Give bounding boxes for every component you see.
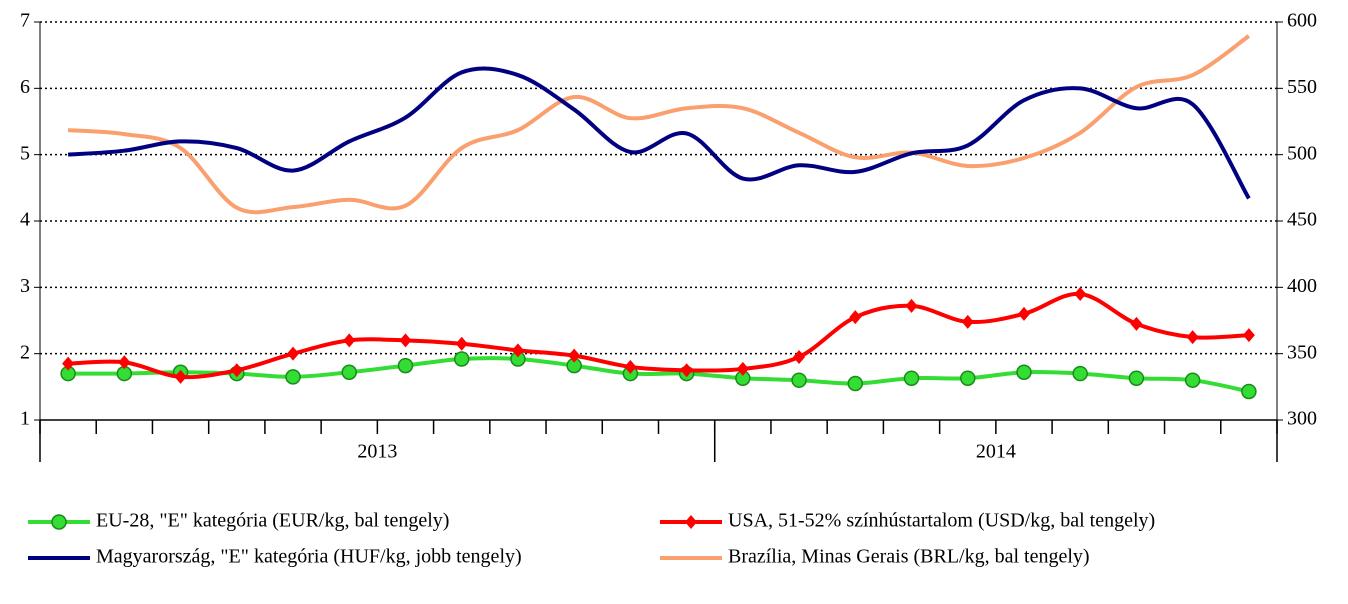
data-point: [736, 361, 749, 376]
data-point: [903, 370, 920, 386]
legend-marker: [685, 515, 697, 529]
y-tick-label: 3: [20, 275, 30, 297]
y-tick-label: 7: [20, 10, 30, 32]
data-point: [1072, 365, 1088, 382]
y-tick-label: 1: [20, 408, 30, 430]
series-line: [68, 291, 1249, 380]
data-point: [341, 364, 357, 380]
y-tick-label: 5: [20, 142, 30, 164]
data-point: [62, 356, 75, 371]
data-point: [680, 363, 693, 378]
data-point: [455, 336, 468, 351]
data-point: [568, 348, 581, 363]
data-point: [285, 369, 301, 385]
series-line: [67, 66, 1251, 200]
y-tick-label: 4: [20, 209, 30, 231]
data-point: [1241, 383, 1257, 400]
legend-marker: [51, 514, 67, 530]
y-tick-label: 2: [20, 341, 30, 363]
y2-tick-label: 300: [1287, 408, 1317, 430]
data-point: [1242, 328, 1255, 343]
legend-label: Magyarország, "E" kategória (HUF/kg, job…: [96, 546, 522, 568]
data-point: [849, 310, 862, 325]
data-point: [1074, 286, 1087, 301]
data-point: [397, 357, 414, 374]
year-label: 2014: [976, 441, 1016, 463]
data-point: [174, 369, 187, 384]
y2-tick-label: 500: [1287, 142, 1317, 164]
y2-tick-label: 350: [1287, 341, 1317, 363]
data-point: [847, 375, 864, 392]
series-line: [67, 34, 1251, 215]
data-point: [624, 359, 637, 374]
data-point: [118, 355, 131, 370]
y2-tick-label: 400: [1287, 275, 1317, 297]
legend-label: USA, 51-52% színhústartalom (USD/kg, bal…: [728, 510, 1155, 532]
year-label: 2013: [357, 441, 397, 463]
data-point: [1128, 370, 1145, 386]
data-point: [1130, 316, 1143, 331]
data-point: [287, 346, 300, 361]
y2-tick-label: 550: [1287, 76, 1317, 98]
data-point: [961, 314, 974, 329]
data-point: [791, 372, 807, 388]
data-point: [793, 349, 806, 364]
y2-tick-label: 600: [1287, 10, 1317, 32]
data-point: [343, 333, 356, 348]
data-point: [453, 351, 470, 367]
data-point: [1186, 330, 1199, 345]
data-point: [511, 343, 524, 358]
y2-tick-label: 450: [1287, 209, 1317, 231]
series-line: [68, 356, 1250, 394]
data-point: [1017, 306, 1030, 321]
data-point: [905, 298, 918, 313]
legend-label: Brazília, Minas Gerais (BRL/kg, bal teng…: [728, 546, 1090, 568]
data-point: [230, 363, 243, 378]
y-tick-label: 6: [20, 76, 30, 98]
data-point: [960, 370, 976, 386]
data-point: [1016, 364, 1032, 380]
data-point: [399, 333, 412, 348]
data-point: [1184, 372, 1201, 388]
legend-label: EU-28, "E" kategória (EUR/kg, bal tengel…: [96, 510, 449, 532]
